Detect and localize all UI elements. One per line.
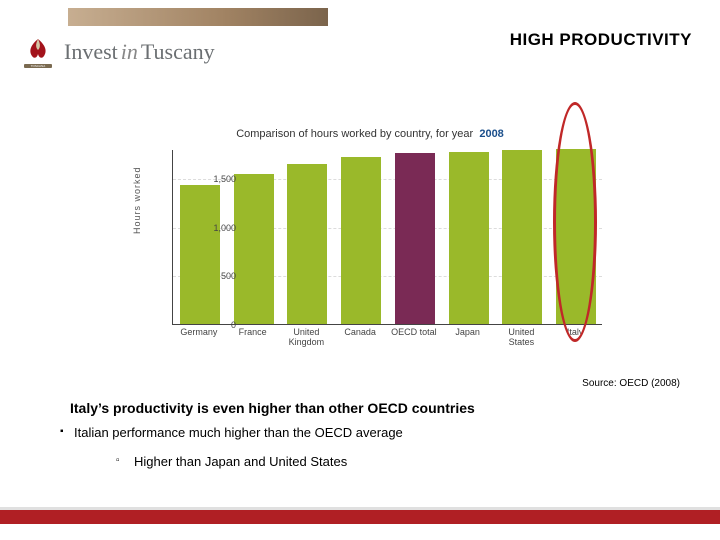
chart-container: Comparison of hours worked by country, f…	[120, 130, 620, 360]
topbar-gradient	[68, 8, 328, 26]
x-tick-label: UnitedStates	[495, 328, 549, 348]
chart-bar	[180, 185, 220, 324]
source-note: Source: OECD (2008)	[582, 378, 680, 389]
chart-bar	[395, 153, 435, 324]
chart-bar	[287, 164, 327, 324]
brand-word-invest: Invest	[64, 39, 118, 65]
bullet-level1: Italian performance much higher than the…	[74, 425, 403, 440]
x-tick-label: UnitedKingdom	[280, 328, 334, 348]
brand-word-tuscany: Tuscany	[141, 39, 215, 65]
chart-bar	[234, 174, 274, 324]
x-tick-label: Japan	[441, 328, 495, 338]
chart-bar	[341, 157, 381, 324]
toscana-logo: TOSCANA	[18, 34, 58, 74]
brand-wordmark: Invest in Tuscany	[64, 38, 215, 66]
headline-text: Italy’s productivity is even higher than…	[70, 400, 475, 416]
x-tick-label: Canada	[333, 328, 387, 338]
svg-text:TOSCANA: TOSCANA	[31, 64, 45, 68]
chart-bar	[502, 150, 542, 324]
chart-title-text: Comparison of hours worked by country, f…	[236, 128, 473, 140]
brand-word-in: in	[121, 39, 138, 65]
y-tick-label: 0	[196, 320, 236, 330]
chart-bar	[449, 152, 489, 324]
chart-title-year: 2008	[479, 128, 503, 140]
x-tick-label: OECD total	[387, 328, 441, 338]
footer-bar	[0, 510, 720, 524]
chart-plot-area	[172, 150, 602, 325]
bullet-level2: Higher than Japan and United States	[134, 454, 347, 469]
y-tick-label: 1,500	[196, 174, 236, 184]
y-tick-label: 500	[196, 271, 236, 281]
y-axis-label: Hours worked	[132, 166, 142, 234]
highlight-ellipse	[553, 102, 597, 342]
chart-title: Comparison of hours worked by country, f…	[236, 128, 504, 140]
page-title: HIGH PRODUCTIVITY	[510, 30, 692, 50]
slide-root: HIGH PRODUCTIVITY TOSCANA Invest in Tusc…	[0, 0, 720, 540]
y-tick-label: 1,000	[196, 223, 236, 233]
